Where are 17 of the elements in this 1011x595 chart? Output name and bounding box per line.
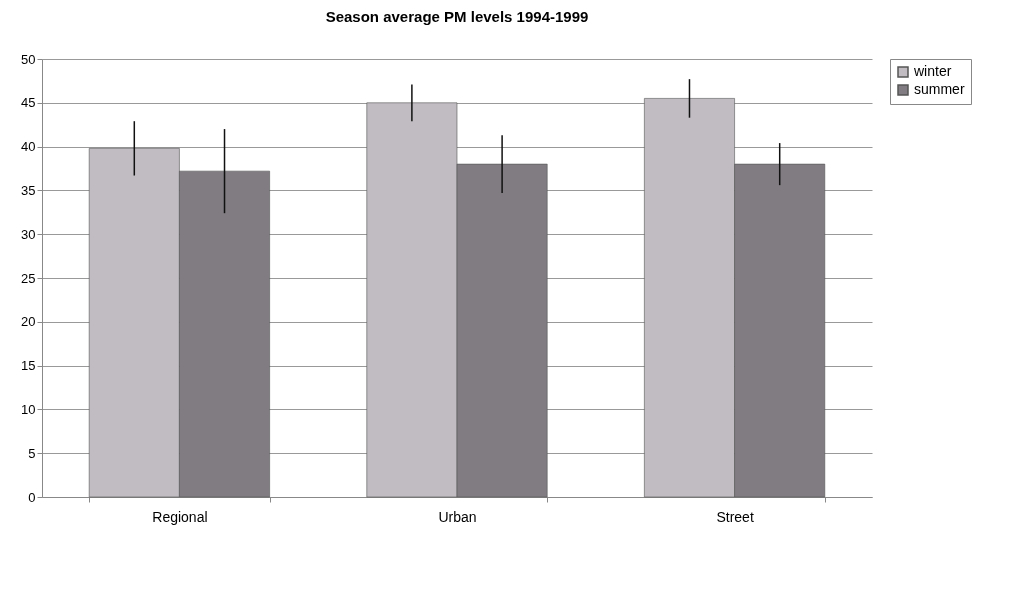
y-tick-label: 0	[28, 489, 36, 505]
y-tick-label: 45	[21, 95, 36, 111]
legend-label: summer	[914, 81, 965, 97]
y-tick-label: 5	[28, 445, 36, 461]
legend-label: winter	[913, 63, 952, 79]
y-tick-label: 35	[21, 182, 36, 198]
chart-title: Season average PM levels 1994-1999	[325, 8, 589, 25]
y-tick-label: 30	[21, 226, 36, 242]
y-tick-label: 50	[21, 51, 36, 67]
y-tick-label: 25	[21, 270, 36, 286]
y-tick-label: 15	[21, 358, 36, 374]
x-tick-label: Urban	[438, 508, 477, 525]
y-tick-label: 40	[21, 139, 36, 155]
y-tick-label: 20	[21, 314, 36, 330]
y-tick-label: 10	[21, 401, 36, 417]
x-tick-label: Street	[716, 508, 754, 525]
x-tick-label: Regional	[152, 508, 208, 525]
